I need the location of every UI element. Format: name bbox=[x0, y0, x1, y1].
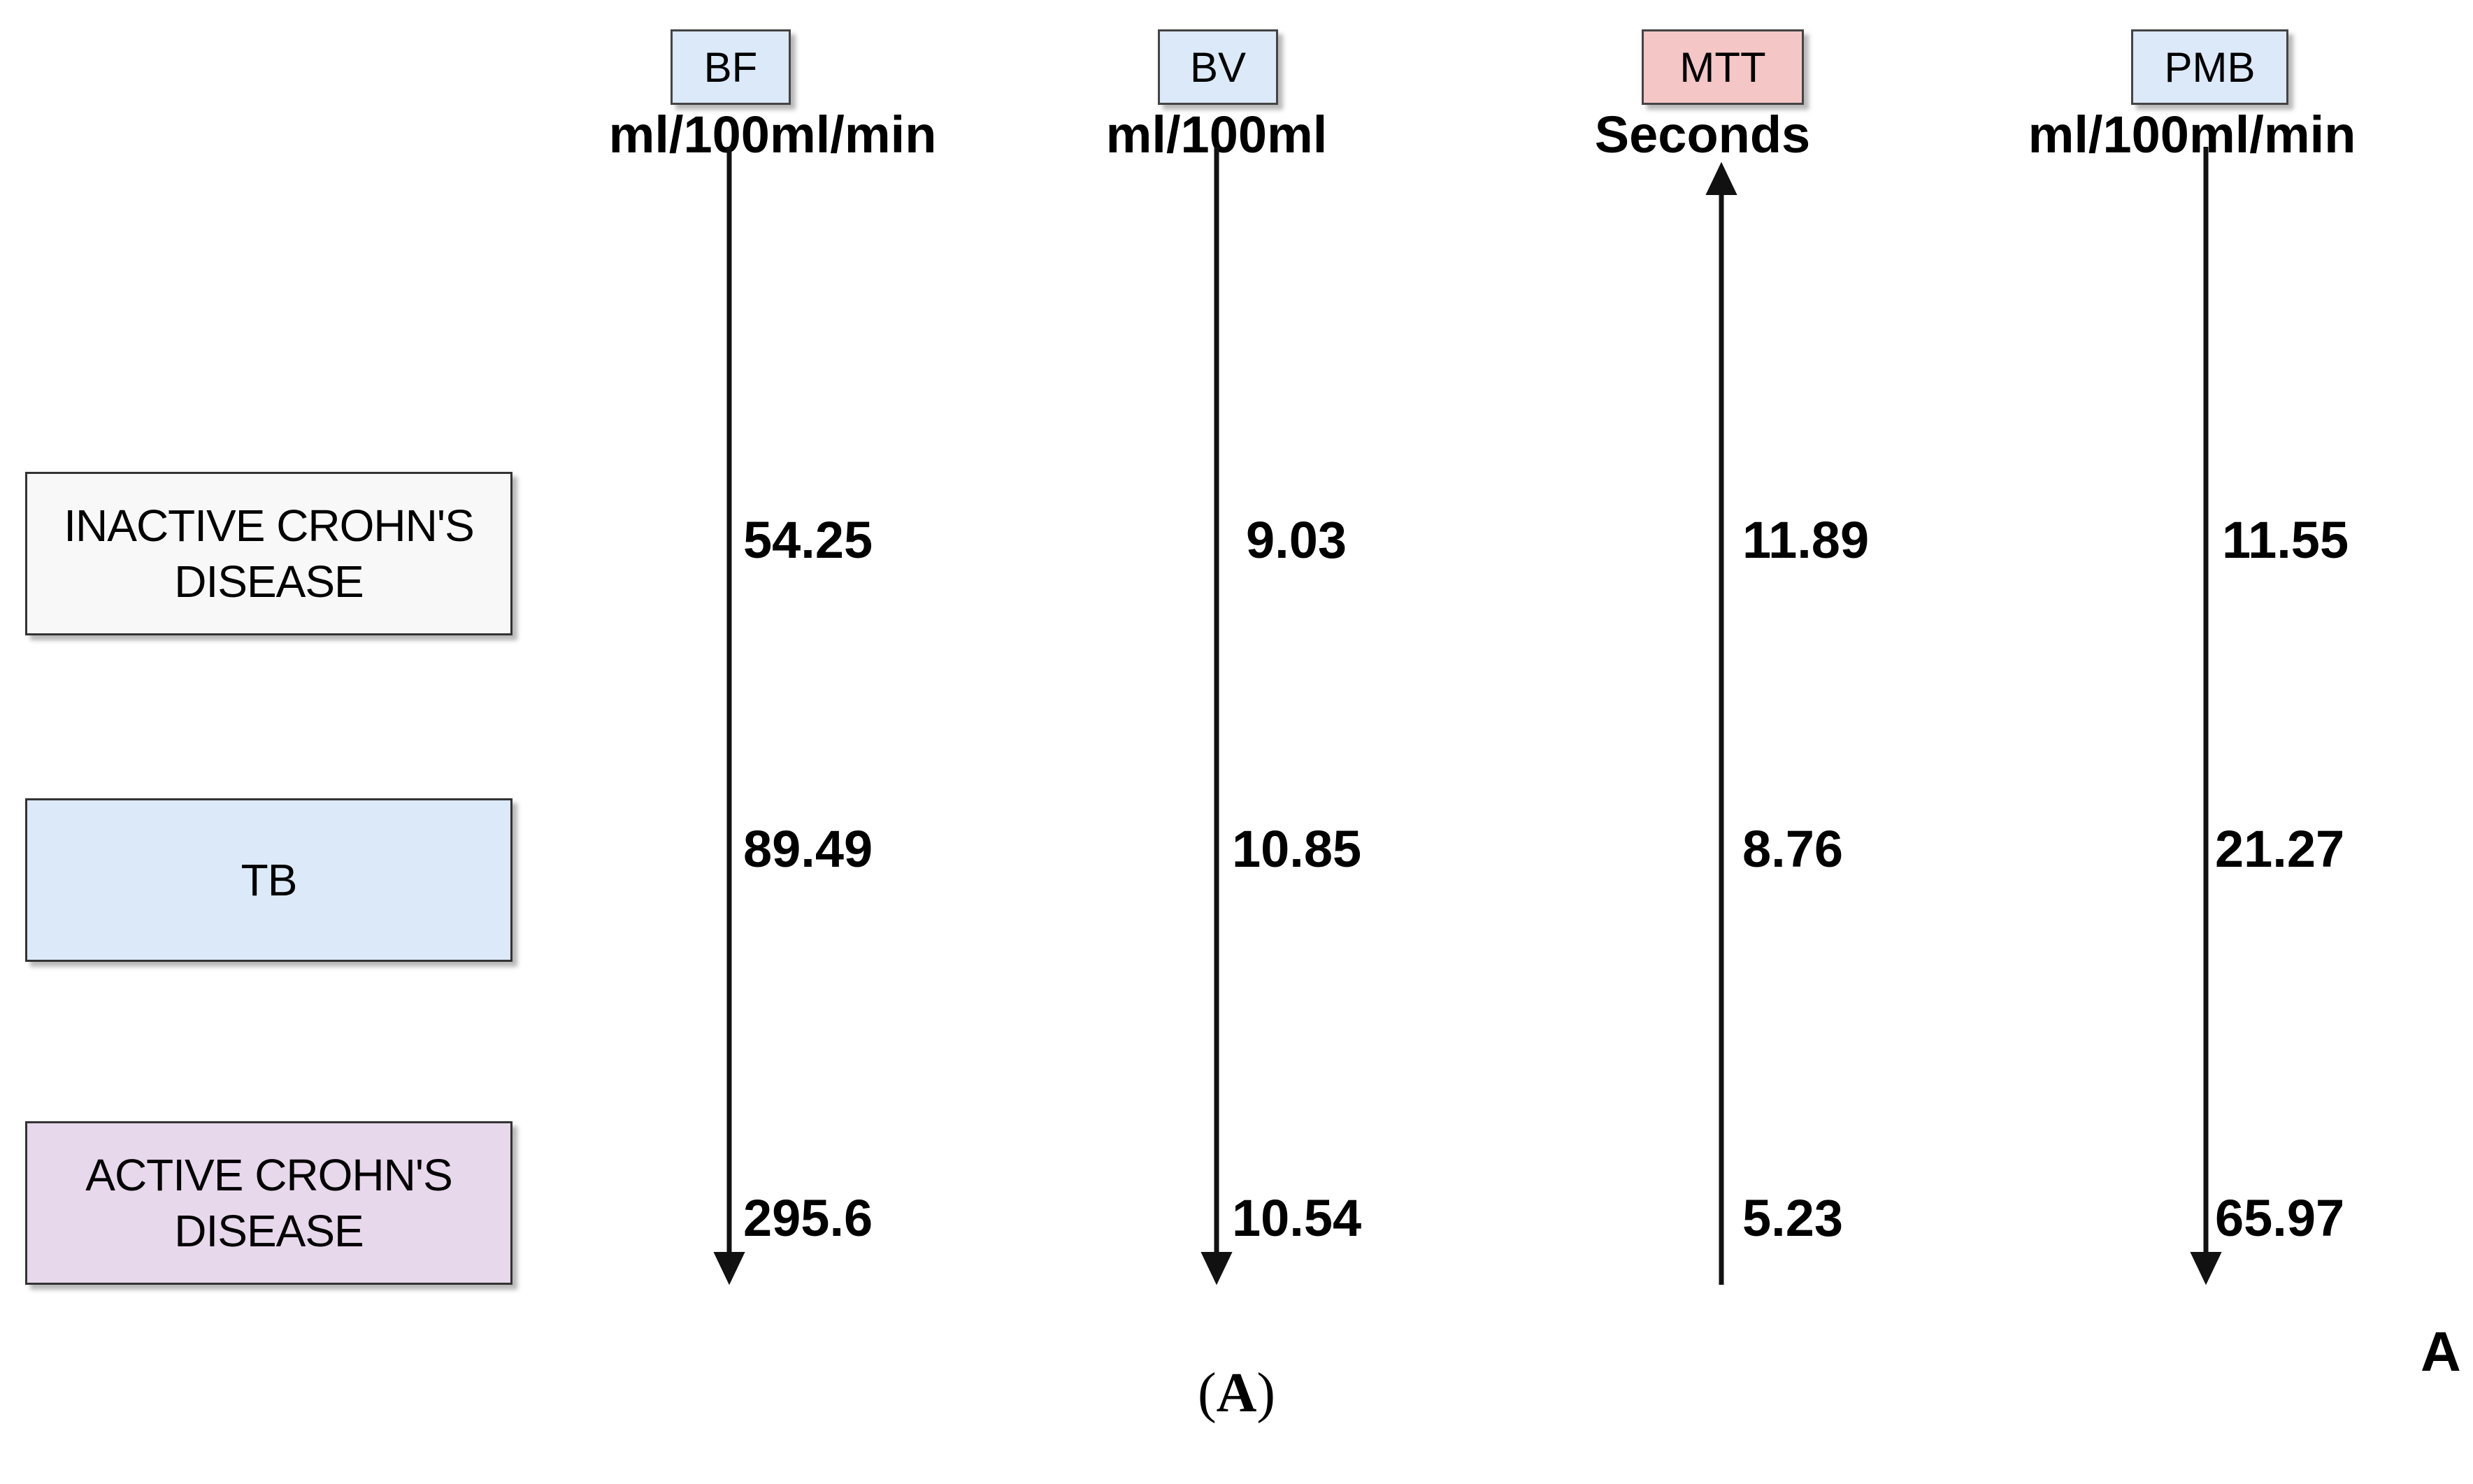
condition-label-active-line2: DISEASE bbox=[174, 1206, 364, 1256]
condition-label-tb: TB bbox=[241, 855, 298, 905]
panel-letter: A bbox=[2421, 1320, 2461, 1383]
value-inactive-pmb: 11.55 bbox=[2222, 511, 2349, 569]
param-label-bf: BF bbox=[703, 43, 758, 91]
param-box-bf: BF bbox=[671, 29, 791, 105]
unit-pmb: ml/100ml/min bbox=[2028, 106, 2356, 164]
value-tb-bv: 10.85 bbox=[1232, 820, 1362, 878]
value-inactive-bf: 54.25 bbox=[743, 511, 873, 569]
condition-box-active: ACTIVE CROHN'S DISEASE bbox=[25, 1121, 512, 1285]
param-box-mtt: MTT bbox=[1642, 29, 1804, 105]
value-tb-bf: 89.49 bbox=[743, 820, 873, 878]
param-label-mtt: MTT bbox=[1679, 43, 1766, 91]
arrow-up-icon bbox=[1705, 161, 1737, 1285]
caption-close: ) bbox=[1256, 1362, 1276, 1424]
condition-label-inactive-line1: INACTIVE CROHN'S bbox=[64, 500, 474, 551]
condition-label-inactive-line2: DISEASE bbox=[174, 556, 364, 607]
caption-letter: A bbox=[1216, 1362, 1257, 1424]
param-label-pmb: PMB bbox=[2164, 43, 2256, 91]
arrow-down-icon bbox=[1200, 147, 1233, 1285]
condition-box-tb: TB bbox=[25, 798, 512, 962]
value-inactive-mtt: 11.89 bbox=[1742, 511, 1870, 569]
value-active-bf: 295.6 bbox=[743, 1189, 873, 1247]
unit-mtt: Seconds bbox=[1594, 106, 1811, 164]
value-active-mtt: 5.23 bbox=[1742, 1189, 1844, 1247]
param-label-bv: BV bbox=[1189, 43, 1247, 91]
value-tb-mtt: 8.76 bbox=[1742, 820, 1844, 878]
value-inactive-bv: 9.03 bbox=[1246, 511, 1347, 569]
param-box-pmb: PMB bbox=[2131, 29, 2288, 105]
arrow-down-icon bbox=[2190, 147, 2222, 1285]
condition-box-inactive: INACTIVE CROHN'S DISEASE bbox=[25, 472, 512, 635]
value-active-bv: 10.54 bbox=[1232, 1189, 1362, 1247]
param-box-bv: BV bbox=[1158, 29, 1278, 105]
arrow-down-icon bbox=[713, 147, 745, 1285]
condition-label-active-line1: ACTIVE CROHN'S bbox=[85, 1150, 452, 1200]
value-tb-pmb: 21.27 bbox=[2215, 820, 2345, 878]
figure-caption: (A) bbox=[0, 1362, 2473, 1425]
caption-open: ( bbox=[1197, 1362, 1217, 1424]
unit-bf: ml/100ml/min bbox=[608, 106, 937, 164]
value-active-pmb: 65.97 bbox=[2215, 1189, 2345, 1247]
